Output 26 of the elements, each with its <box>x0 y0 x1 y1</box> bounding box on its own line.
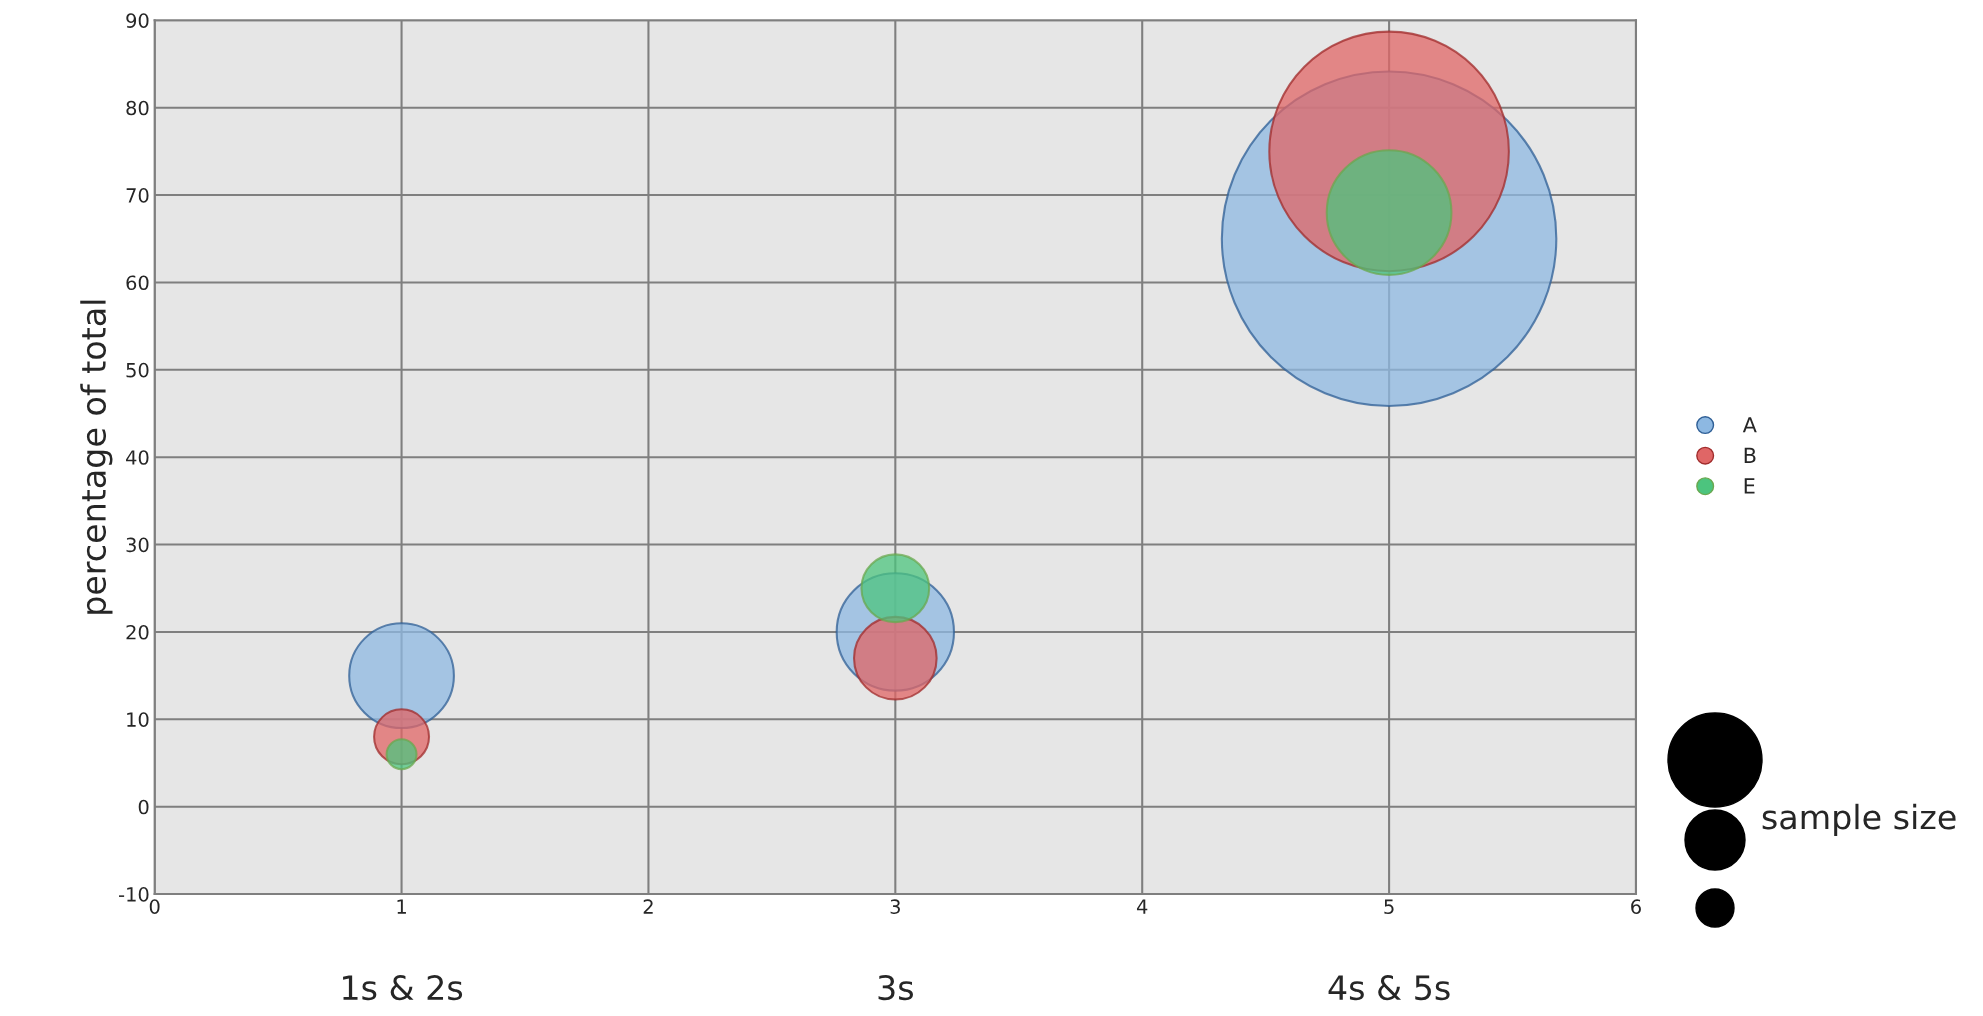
legend-label: B <box>1744 447 1756 463</box>
text: 4s & 5s <box>1328 975 1450 1001</box>
text: sample size <box>1762 803 1956 837</box>
y-axis-title: percentage of total <box>80 300 113 614</box>
x-tick-label: 6 <box>1631 899 1641 914</box>
y-tick-label: 60 <box>126 275 149 291</box>
x-tick-label: 4 <box>1136 899 1148 914</box>
y-tick-label: 80 <box>126 100 149 116</box>
x-tick-label: 0 <box>149 899 160 914</box>
x-tick-label: 2 <box>643 899 653 914</box>
y-tick-label: 40 <box>126 450 149 465</box>
legend-label: E <box>1744 478 1755 494</box>
y-tick-label: 0 <box>138 799 149 815</box>
y-tick-label: -10 <box>119 887 149 902</box>
legend-label: A <box>1742 417 1757 433</box>
text: 3s <box>878 975 913 1001</box>
x-tick-label: 1 <box>397 899 406 914</box>
y-tick-label: 90 <box>126 13 149 28</box>
y-tick-label: 30 <box>126 537 149 553</box>
x-tick-label: 3 <box>890 899 900 914</box>
y-tick-label: 50 <box>126 362 149 378</box>
x-tick-label: 5 <box>1384 899 1394 914</box>
text: 1s & 2s <box>343 975 463 1001</box>
y-tick-label: 70 <box>126 188 149 203</box>
y-tick-label: 10 <box>127 712 149 727</box>
y-tick-label: 20 <box>126 624 149 640</box>
